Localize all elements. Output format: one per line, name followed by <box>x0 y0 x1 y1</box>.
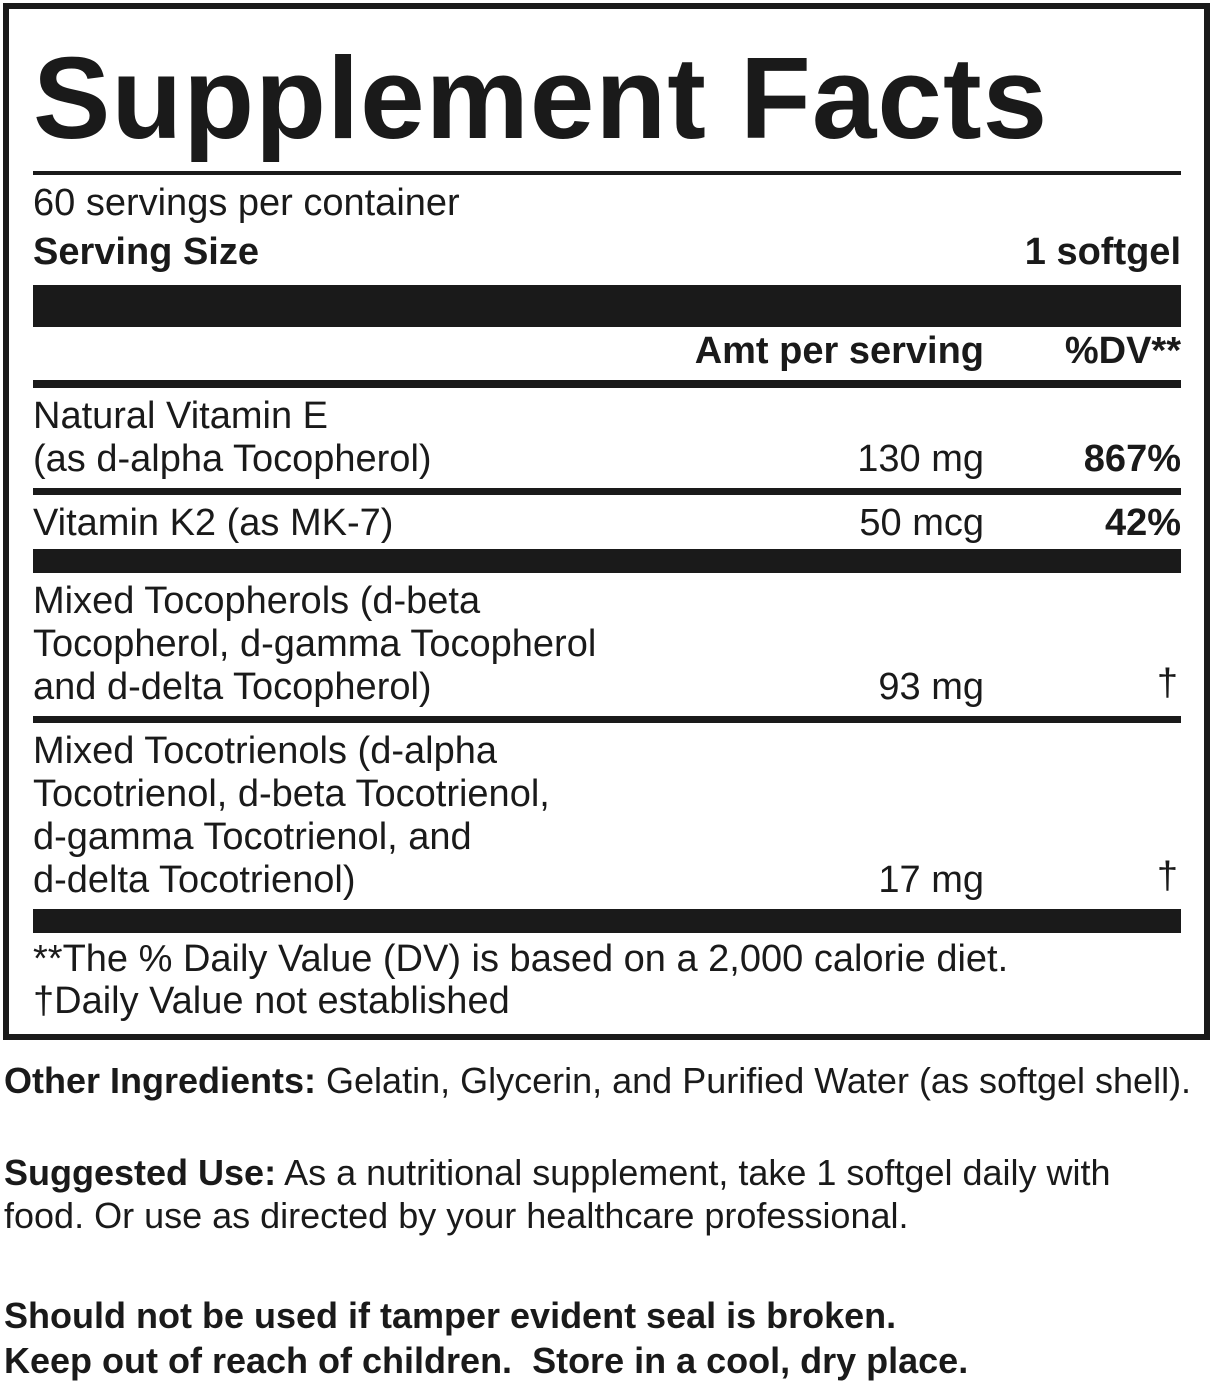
ingredient-name: and d-delta Tocopherol) <box>33 666 432 708</box>
ingredient-amount: 50 mcg <box>859 502 984 544</box>
divider <box>33 380 1181 388</box>
footnote-dagger: †Daily Value not established <box>33 980 510 1022</box>
divider <box>33 488 1181 495</box>
suggested-use-label: Suggested Use: <box>4 1152 277 1193</box>
ingredient-dv: 42% <box>1104 502 1181 544</box>
ingredient-name: (as d-alpha Tocopherol) <box>33 438 432 480</box>
facts-panel-border <box>3 3 1210 1040</box>
dagger-mark: † <box>1156 855 1178 897</box>
thick-divider <box>33 549 1181 573</box>
footnote-dv: **The % Daily Value (DV) is based on a 2… <box>33 938 1009 980</box>
other-ingredients-label: Other Ingredients: <box>4 1060 317 1101</box>
divider <box>33 716 1181 723</box>
dv-header: %DV** <box>1064 330 1181 372</box>
panel-title: Supplement Facts <box>33 33 1049 163</box>
ingredient-name: Vitamin K2 (as MK-7) <box>33 502 394 544</box>
thick-divider <box>33 285 1181 327</box>
other-ingredients: Other Ingredients: Gelatin, Glycerin, an… <box>4 1059 1204 1102</box>
ingredient-name: Mixed Tocopherols (d-beta <box>33 580 481 622</box>
ingredient-dv: 867% <box>1083 438 1181 480</box>
serving-size-label: Serving Size <box>33 231 259 273</box>
servings-per-container: 60 servings per container <box>33 182 460 224</box>
other-ingredients-text: Gelatin, Glycerin, and Purified Water (a… <box>316 1060 1192 1101</box>
ingredient-amount: 17 mg <box>878 859 984 901</box>
ingredient-amount: 130 mg <box>857 438 984 480</box>
warning-storage: Keep out of reach of children. Store in … <box>4 1340 969 1381</box>
ingredient-name: d-gamma Tocotrienol, and <box>33 816 472 858</box>
suggested-use-text: As a nutritional supplement, take 1 soft… <box>4 1152 1111 1236</box>
ingredient-amount: 93 mg <box>878 666 984 708</box>
ingredient-name: Mixed Tocotrienols (d-alpha <box>33 730 497 772</box>
warning-seal: Should not be used if tamper evident sea… <box>4 1295 897 1336</box>
divider <box>33 171 1181 175</box>
ingredient-name: Tocopherol, d-gamma Tocopherol <box>33 623 597 665</box>
ingredient-name: Tocotrienol, d-beta Tocotrienol, <box>33 773 550 815</box>
ingredient-name: d-delta Tocotrienol) <box>33 859 356 901</box>
thick-divider <box>33 909 1181 933</box>
serving-size-value: 1 softgel <box>1024 231 1181 273</box>
dagger-mark: † <box>1156 662 1178 704</box>
ingredient-name: Natural Vitamin E <box>33 395 328 437</box>
amount-header: Amt per serving <box>694 330 984 372</box>
suggested-use: Suggested Use: As a nutritional suppleme… <box>4 1151 1194 1237</box>
